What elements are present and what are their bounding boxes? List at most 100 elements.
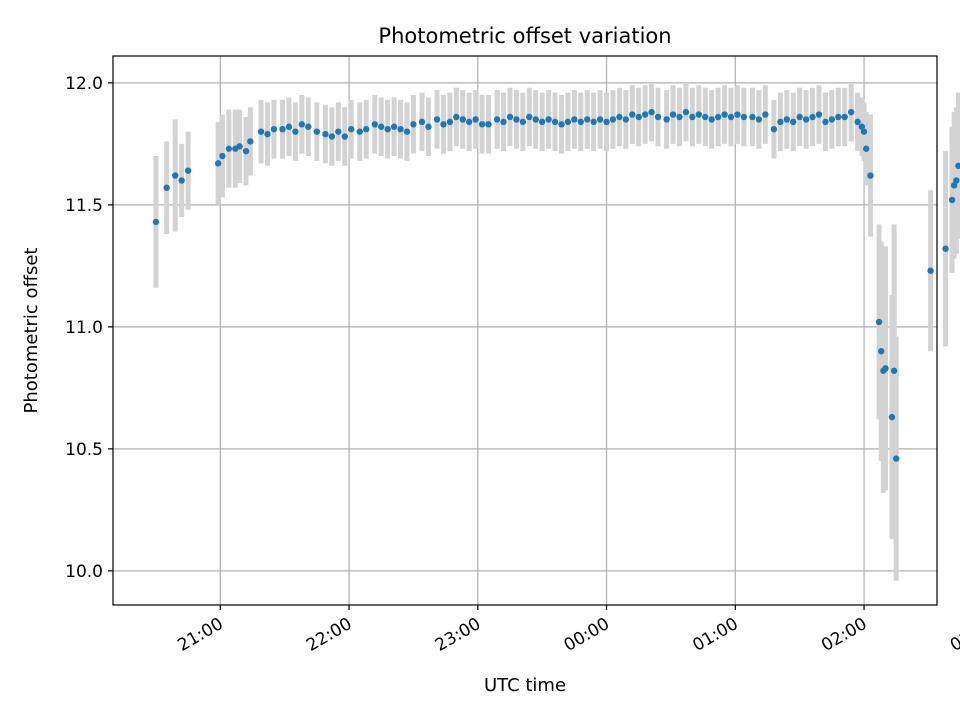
data-point xyxy=(270,126,278,133)
data-point xyxy=(590,118,597,126)
y-tick-label: 10.5 xyxy=(65,440,103,460)
data-point xyxy=(163,184,170,191)
data-point xyxy=(378,123,385,130)
data-point xyxy=(942,245,949,252)
data-point xyxy=(648,108,655,116)
y-axis-title: Photometric offset xyxy=(21,248,42,414)
y-axis: 10.0 10.5 11.0 11.5 12.0 xyxy=(65,74,113,582)
data-point xyxy=(184,167,192,174)
data-point xyxy=(397,126,404,133)
data-point xyxy=(790,118,797,126)
data-point xyxy=(955,162,960,169)
data-point xyxy=(815,111,823,118)
data-point xyxy=(893,455,900,462)
data-point xyxy=(285,123,293,130)
data-point xyxy=(384,126,391,133)
data-point xyxy=(538,118,546,126)
data-point xyxy=(755,116,763,123)
data-point xyxy=(802,116,810,123)
data-point xyxy=(558,121,565,128)
data-point xyxy=(440,121,447,128)
y-tick-label: 11.0 xyxy=(65,318,103,338)
data-point xyxy=(371,121,378,128)
data-point xyxy=(506,113,514,121)
data-point xyxy=(875,318,883,326)
data-point xyxy=(878,348,885,355)
data-point xyxy=(328,133,336,140)
data-point xyxy=(682,108,690,116)
data-point xyxy=(298,121,306,128)
data-point xyxy=(721,111,728,118)
data-point xyxy=(749,113,756,121)
data-point xyxy=(828,116,836,123)
data-point xyxy=(862,145,870,152)
data-point xyxy=(341,133,348,140)
data-point xyxy=(485,121,492,128)
data-point xyxy=(854,118,861,126)
data-point xyxy=(882,365,889,372)
x-axis-title: UTC time xyxy=(484,675,566,696)
data-point xyxy=(178,177,185,184)
data-point xyxy=(663,116,670,123)
data-point xyxy=(689,113,696,121)
data-point xyxy=(257,128,265,135)
data-point xyxy=(950,182,958,189)
data-point xyxy=(493,116,501,123)
data-point xyxy=(622,116,630,123)
data-point xyxy=(225,145,233,152)
data-point xyxy=(519,118,527,126)
data-point xyxy=(714,113,722,121)
y-tick-label: 11.5 xyxy=(65,196,103,216)
data-point xyxy=(564,118,572,126)
data-point xyxy=(783,116,790,123)
data-point xyxy=(584,116,591,123)
data-point xyxy=(172,172,179,179)
data-point xyxy=(433,116,441,123)
data-point xyxy=(236,143,243,150)
data-point xyxy=(708,116,715,123)
data-point xyxy=(551,118,559,126)
data-point xyxy=(635,113,642,121)
data-point xyxy=(390,123,398,130)
data-point xyxy=(841,113,848,121)
data-point xyxy=(629,111,636,118)
data-point xyxy=(347,126,355,133)
data-point xyxy=(847,108,855,116)
data-point xyxy=(247,138,254,145)
data-point xyxy=(545,116,552,123)
data-point xyxy=(425,123,432,130)
data-point xyxy=(596,116,604,123)
data-point xyxy=(571,116,578,123)
data-point xyxy=(603,118,610,126)
data-point xyxy=(762,111,769,118)
data-point xyxy=(867,172,874,179)
data-point xyxy=(796,113,803,121)
point-layer xyxy=(152,108,960,462)
data-point xyxy=(654,113,662,121)
data-point xyxy=(313,128,321,135)
data-point xyxy=(927,267,934,274)
data-point xyxy=(242,147,250,155)
data-point xyxy=(500,118,507,126)
data-point xyxy=(890,367,898,374)
data-point xyxy=(513,116,520,123)
data-point xyxy=(734,111,741,118)
data-point xyxy=(822,118,829,126)
data-point xyxy=(264,130,271,138)
data-point xyxy=(214,160,222,167)
data-point xyxy=(356,128,363,135)
data-point xyxy=(702,113,709,121)
data-point xyxy=(676,113,683,121)
data-point xyxy=(888,413,896,421)
data-point xyxy=(305,123,312,130)
data-point xyxy=(609,116,617,123)
data-point xyxy=(727,113,735,121)
data-point xyxy=(669,111,677,118)
data-point xyxy=(478,121,486,128)
data-point xyxy=(777,118,784,126)
data-point xyxy=(740,113,748,121)
data-point xyxy=(695,111,703,118)
data-point xyxy=(363,126,370,133)
data-point xyxy=(577,118,584,126)
